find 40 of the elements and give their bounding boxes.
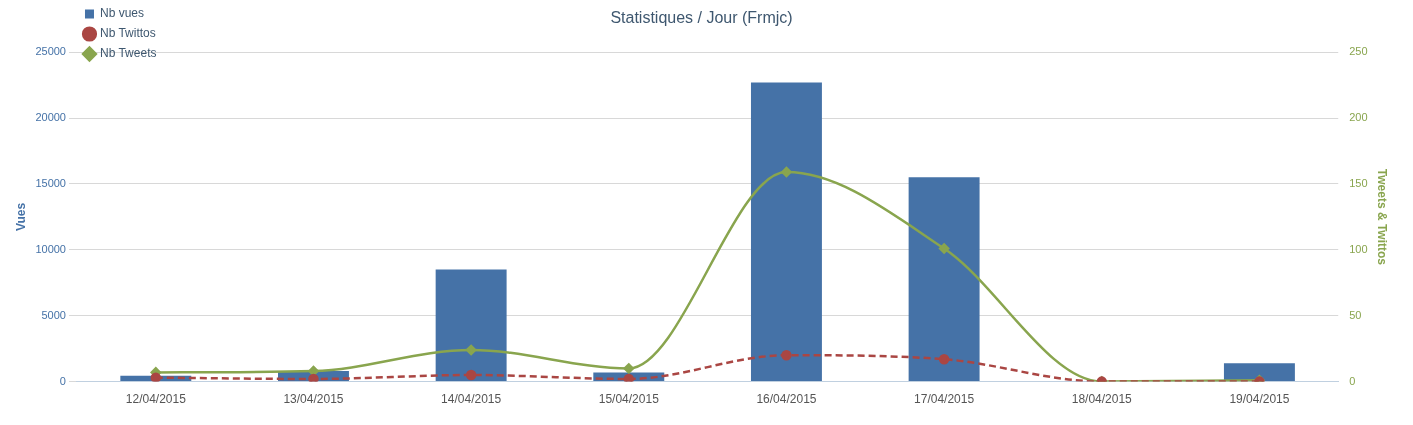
chart-title: Statistiques / Jour (Frmjc) [610,9,793,27]
y-tick-label: 5000 [41,308,66,321]
legend-label: Nb vues [99,6,145,21]
x-tick-label: 14/04/2015 [441,392,502,407]
point [781,350,792,361]
point [623,363,635,374]
bar [435,269,507,382]
bar [1223,363,1295,382]
x-tick-label: 13/04/2015 [283,392,344,407]
y2-tick-label: 50 [1349,308,1362,321]
x-tick-label: 19/04/2015 [1229,392,1290,407]
y-tick-label: 25000 [35,45,66,58]
point [938,353,950,365]
y2-tick-label: 100 [1349,242,1368,255]
x-tick-label: 16/04/2015 [756,392,817,407]
bar [908,177,980,382]
point [150,372,162,382]
point [781,166,792,178]
point [465,344,477,356]
y-tick-label: 0 [59,374,66,387]
x-tick-label: 17/04/2015 [914,392,975,407]
y-tick-label: 20000 [35,111,66,124]
y-tick-label: 10000 [35,242,66,255]
legend-label: Nb Tweets [99,46,157,61]
y2-tick-label: 0 [1349,374,1356,387]
y2-tick-label: 150 [1349,176,1368,189]
y2-tick-label: 250 [1349,45,1368,58]
y2-tick-label: 200 [1349,111,1368,124]
point [938,243,950,254]
y-axis-title: Vues [13,202,28,232]
x-tick-label: 15/04/2015 [598,392,660,407]
y2-axis-title: Tweets & Twittos [1375,168,1390,266]
point [623,373,635,382]
legend-label: Nb Twittos [99,26,156,41]
point [465,369,477,381]
x-tick-label: 18/04/2015 [1071,392,1133,407]
y-tick-label: 15000 [35,176,66,189]
point [308,373,319,382]
bar [750,82,822,382]
x-tick-label: 12/04/2015 [125,392,187,407]
